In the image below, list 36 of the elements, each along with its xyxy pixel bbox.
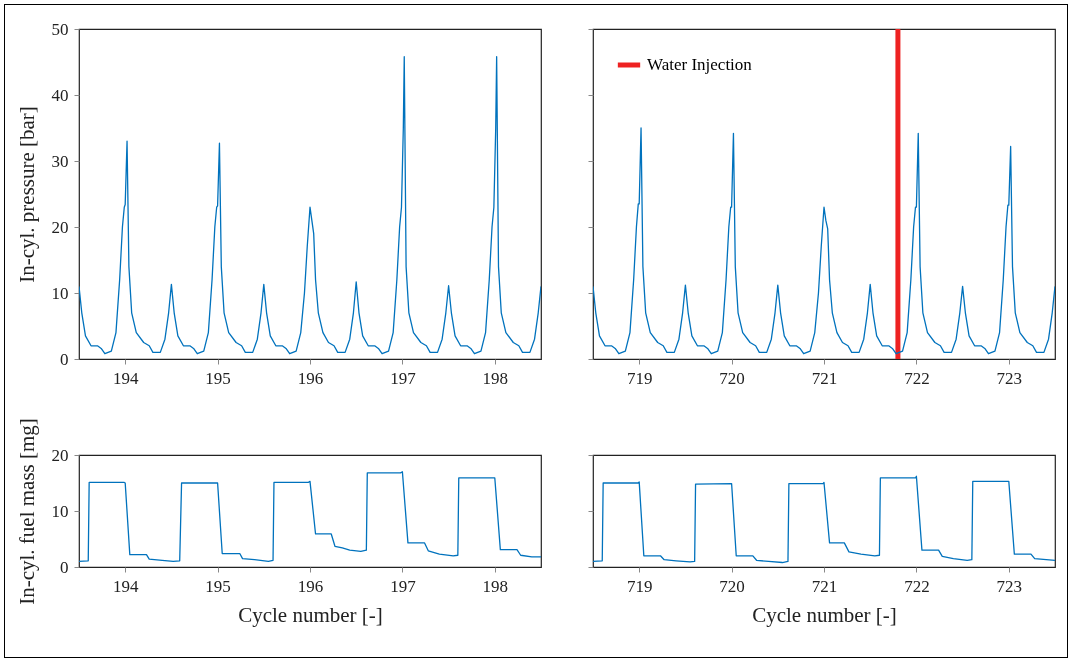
x-tick-label: 721 — [811, 576, 838, 596]
x-tick-label: 720 — [719, 368, 745, 388]
x-axis-title: Cycle number [-] — [238, 602, 383, 627]
y-tick-label: 40 — [51, 85, 69, 105]
x-tick-label: 722 — [904, 576, 930, 596]
y-tick-label: 20 — [51, 217, 69, 237]
y-tick-label: 50 — [51, 19, 69, 39]
x-tick-label: 198 — [482, 368, 509, 388]
y-tick-label: 10 — [51, 501, 69, 521]
x-tick-label: 722 — [904, 368, 930, 388]
x-axis-title: Cycle number [-] — [752, 602, 897, 627]
line-series — [79, 56, 541, 355]
x-tick-label: 198 — [482, 576, 509, 596]
x-tick-label: 197 — [390, 576, 417, 596]
x-tick-label: 196 — [297, 576, 324, 596]
y-tick-label: 0 — [60, 349, 69, 369]
y-axis-title: In-cyl. pressure [bar] — [14, 106, 39, 283]
x-tick-label: 719 — [626, 576, 653, 596]
x-tick-label: 719 — [626, 368, 653, 388]
x-tick-label: 197 — [390, 368, 417, 388]
x-tick-label: 194 — [112, 576, 139, 596]
x-tick-label: 721 — [811, 368, 838, 388]
y-tick-label: 0 — [60, 557, 69, 577]
x-tick-label: 723 — [996, 576, 1023, 596]
x-tick-label: 723 — [996, 368, 1023, 388]
y-tick-label: 30 — [51, 151, 69, 171]
y-axis-title: In-cyl. fuel mass [mg] — [14, 418, 39, 605]
x-tick-label: 196 — [297, 368, 324, 388]
x-tick-label: 194 — [112, 368, 139, 388]
legend-label: Water Injection — [647, 55, 753, 74]
y-tick-label: 20 — [51, 445, 69, 465]
line-series — [79, 471, 541, 563]
x-tick-label: 720 — [719, 576, 745, 596]
y-tick-label: 10 — [51, 283, 69, 303]
x-tick-label: 195 — [205, 368, 231, 388]
x-tick-label: 195 — [205, 576, 231, 596]
